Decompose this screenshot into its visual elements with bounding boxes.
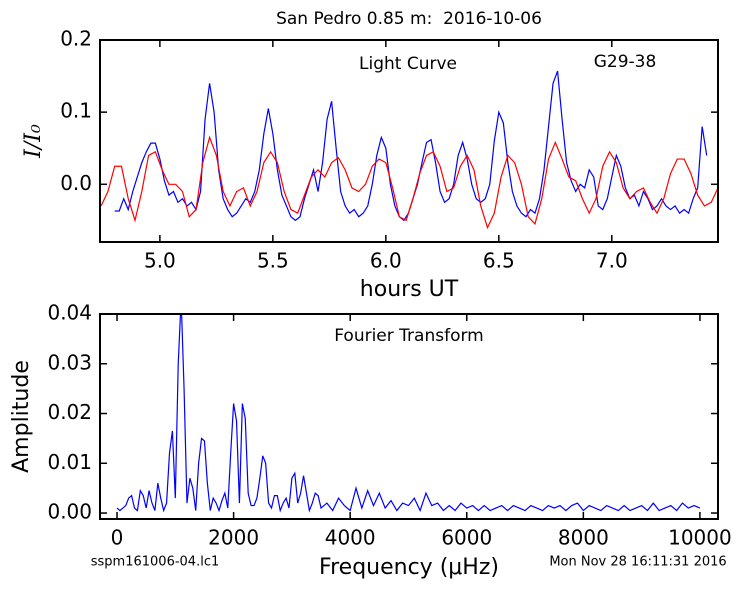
series-line xyxy=(114,70,708,222)
x-tick-label: 6.5 xyxy=(483,249,515,273)
y-axis-label: Amplitude xyxy=(9,360,34,473)
x-axis-label: hours UT xyxy=(360,277,459,302)
y-tick-label: 0.00 xyxy=(47,500,92,524)
x-tick-label: 7.0 xyxy=(596,249,628,273)
footer-right: Mon Nov 28 16:11:31 2016 xyxy=(549,555,726,570)
footer-left: sspm161006-04.lc1 xyxy=(91,555,219,570)
annotation: Fourier Transform xyxy=(334,326,483,346)
x-axis-label: Frequency (μHz) xyxy=(319,555,499,580)
y-tick-label: 0.1 xyxy=(60,99,92,123)
series-line xyxy=(100,135,718,230)
y-tick-label: 0.03 xyxy=(47,350,92,374)
y-tick-label: 0.04 xyxy=(47,301,92,325)
annotation: G29-38 xyxy=(594,52,657,72)
y-tick-label: 0.0 xyxy=(60,171,92,195)
x-tick-label: 4000 xyxy=(325,526,376,550)
plot-frame xyxy=(99,39,719,243)
annotation: Light Curve xyxy=(359,54,457,74)
y-axis-label: I/I₀ xyxy=(21,124,46,159)
x-tick-label: 10000 xyxy=(668,526,732,550)
x-tick-label: 5.0 xyxy=(144,249,176,273)
y-tick-label: 0.01 xyxy=(47,450,92,474)
series-line xyxy=(116,314,701,513)
x-tick-label: 8000 xyxy=(558,526,609,550)
x-tick-label: 6.0 xyxy=(370,249,402,273)
x-tick-label: 2000 xyxy=(208,526,259,550)
plot-frame xyxy=(99,313,719,520)
x-tick-label: 0 xyxy=(111,526,124,550)
x-tick-label: 5.5 xyxy=(257,249,289,273)
y-tick-label: 0.2 xyxy=(60,27,92,51)
chart-title: San Pedro 0.85 m: 2016-10-06 xyxy=(276,9,542,29)
y-tick-label: 0.02 xyxy=(47,400,92,424)
x-tick-label: 6000 xyxy=(441,526,492,550)
